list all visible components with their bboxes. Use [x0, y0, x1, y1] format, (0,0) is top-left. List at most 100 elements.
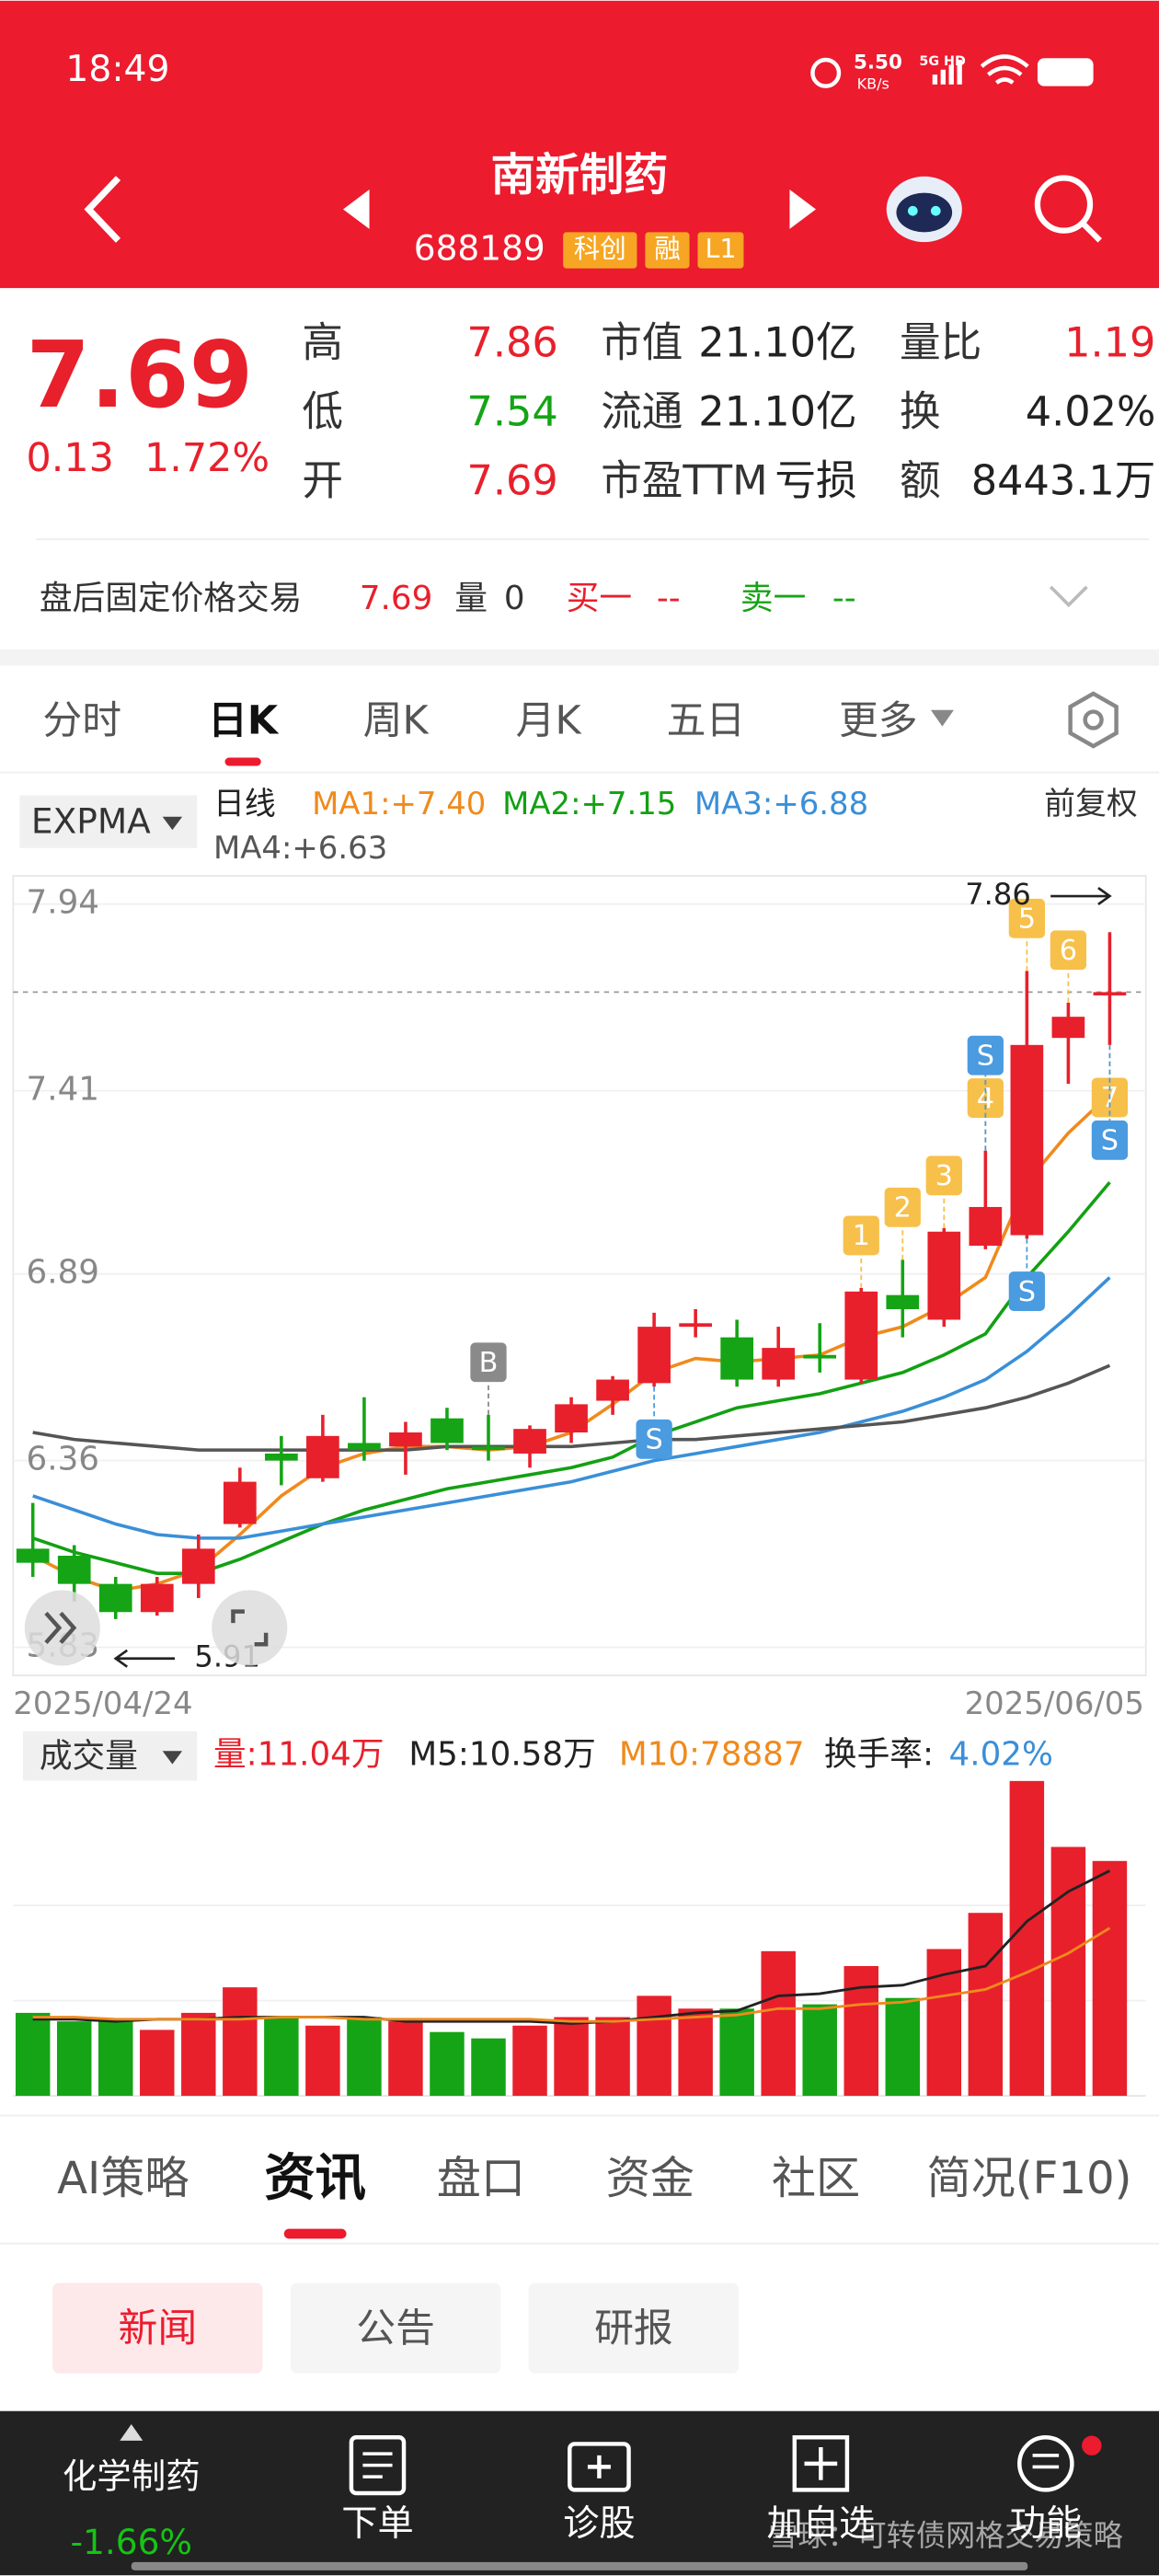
volume-bar: [1092, 1860, 1128, 2097]
signal-badge: [884, 1187, 921, 1227]
volume-bar: [264, 2017, 299, 2097]
signal-label: 6: [1060, 935, 1077, 967]
after-hours-volume-label: 量: [454, 580, 488, 617]
tag-bg: [697, 232, 744, 269]
period-tab[interactable]: 五日: [667, 698, 746, 744]
candle-body: [98, 1583, 132, 1613]
info-tab[interactable]: 社区: [772, 2153, 860, 2204]
settings-button[interactable]: [1068, 691, 1119, 749]
candle-body: [720, 1337, 754, 1380]
candle-body: [306, 1435, 339, 1478]
volume-bar: [56, 2021, 92, 2097]
candle-body: [555, 1404, 588, 1432]
back-button[interactable]: [84, 176, 121, 243]
signal-badge: [843, 1215, 879, 1256]
period-tab[interactable]: 更多: [839, 698, 918, 744]
news-tab-bg[interactable]: [290, 2283, 501, 2374]
stat-value: 7.69: [466, 456, 557, 504]
stat-value: 21.10亿: [698, 388, 856, 436]
dropdown-icon: [930, 709, 954, 727]
price-change-pct: 1.72%: [144, 435, 270, 481]
tag: 融: [654, 233, 681, 264]
bottom-nav-label[interactable]: 加自选: [766, 2503, 875, 2545]
candle-body: [140, 1583, 174, 1613]
signal-label: 5: [1018, 903, 1036, 936]
stat-label: 低: [302, 388, 343, 436]
candle-body: [969, 1206, 1003, 1247]
sector-name[interactable]: 化学制药: [63, 2455, 201, 2496]
volume-bar: [719, 2008, 754, 2097]
volume-bar: [15, 2012, 51, 2097]
tag-bg: [645, 232, 690, 269]
volume-bar: [347, 2017, 382, 2097]
period-tab[interactable]: 周K: [363, 698, 430, 744]
status-icons: 5.50 KB/s 5G HD: [810, 52, 1094, 92]
signal-label: S: [1018, 1276, 1036, 1308]
notification-dot: [1082, 2435, 1102, 2455]
candle-body: [472, 1446, 505, 1451]
bottom-nav-label[interactable]: 功能: [1010, 2503, 1083, 2545]
period-tab[interactable]: 日K: [208, 698, 280, 744]
period-tab[interactable]: 月K: [516, 698, 582, 744]
expand-button[interactable]: [1049, 585, 1088, 608]
news-tab: 公告: [356, 2306, 435, 2352]
assistant-button[interactable]: [886, 176, 962, 243]
volume-bar: [430, 2031, 465, 2097]
volume-bar: [968, 1913, 1004, 2097]
diagnose-icon: [568, 2442, 631, 2492]
news-tab: 研报: [594, 2306, 673, 2352]
info-tab[interactable]: AI策略: [57, 2153, 189, 2204]
adjust-mode[interactable]: 前复权: [1044, 786, 1138, 822]
volume-bar: [1009, 1780, 1045, 2097]
info-tab[interactable]: 盘口: [437, 2153, 525, 2204]
signal-label: 2: [894, 1192, 912, 1225]
volume-bar: [761, 1950, 796, 2097]
x-start-label: 2025/04/24: [13, 1685, 192, 1721]
y-tick-label: 7.41: [27, 1071, 99, 1109]
volume-legend: 4.02%: [949, 1736, 1053, 1774]
signal-label: 3: [935, 1160, 953, 1192]
ask-label: 卖一: [740, 580, 806, 617]
stat-label: 高: [302, 319, 343, 367]
expand-panel-button[interactable]: [24, 1590, 100, 1666]
info-tab[interactable]: 简况(F10): [927, 2153, 1132, 2204]
bottom-nav-label[interactable]: 下单: [341, 2503, 414, 2545]
bottom-nav-label[interactable]: 诊股: [563, 2503, 636, 2545]
stock-code: 688189: [414, 228, 545, 269]
candle-body: [762, 1348, 796, 1380]
period-tab[interactable]: 分时: [42, 698, 121, 744]
fullscreen-button[interactable]: [212, 1590, 288, 1666]
candle-body: [348, 1443, 381, 1451]
tag: 科创: [574, 233, 626, 264]
sector-change: -1.66%: [70, 2522, 192, 2562]
after-hours-label: 盘后固定价格交易: [40, 580, 303, 617]
network: 5G HD: [919, 54, 966, 69]
stat-label: 额: [900, 456, 941, 504]
candle-body: [1093, 992, 1127, 995]
stat-label: 量比: [900, 319, 981, 367]
stat-value: 8443.1万: [971, 456, 1156, 504]
news-tab-bg[interactable]: [528, 2283, 740, 2374]
next-stock[interactable]: [789, 190, 816, 229]
high-mark-arrow: [1050, 887, 1112, 906]
volume-legend: M10:78887: [619, 1736, 805, 1774]
search-button[interactable]: [1034, 175, 1102, 243]
signal-badge: [967, 1035, 1004, 1075]
indicator-name: EXPMA: [31, 800, 151, 841]
signal-label: S: [645, 1424, 662, 1456]
signal-label: S: [1101, 1125, 1119, 1157]
low-mark-arrow: [113, 1649, 175, 1668]
info-tab[interactable]: 资讯: [264, 2149, 366, 2208]
menu-icon: [1017, 2435, 1074, 2492]
candle-body: [223, 1481, 257, 1524]
stat-label: 市值: [601, 319, 683, 367]
x-end-label: 2025/06/05: [965, 1685, 1144, 1721]
stat-value: 7.86: [466, 319, 557, 367]
candle-body: [513, 1429, 546, 1454]
prev-stock[interactable]: [343, 190, 370, 229]
stat-label: 市盈TTM: [601, 456, 767, 504]
volume-bar: [885, 1997, 921, 2097]
ma-line: [32, 1363, 1111, 1452]
info-tab[interactable]: 资金: [606, 2153, 694, 2204]
news-tab-bg[interactable]: [52, 2283, 263, 2374]
